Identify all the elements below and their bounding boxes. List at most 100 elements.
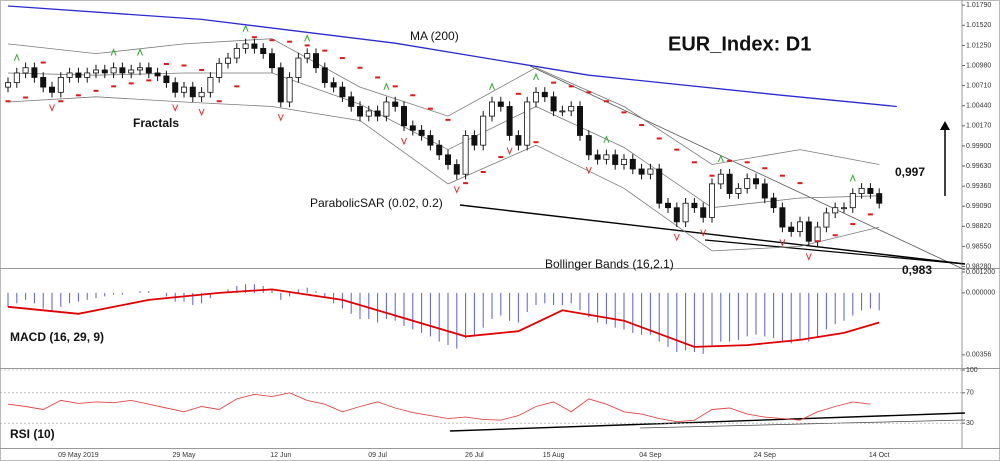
candle-body [40,77,47,88]
candle-body [568,106,575,112]
candle-body [154,72,161,77]
candle-body [612,154,619,165]
fractal-up [717,154,724,163]
candle-body [841,207,848,210]
y-tick-label: 0.98820 [966,223,991,230]
candle-body [726,173,733,194]
macd-signal [7,288,880,348]
candle-body [471,135,478,146]
candle-body [541,91,548,98]
y-tick-label: 1.01520 [966,22,991,29]
fractal-up [242,24,249,32]
fractal-up [533,72,539,81]
fractal-up [383,82,390,90]
candle-body [779,207,786,228]
candle-body [788,226,795,232]
fractal-down [673,233,680,242]
candle-body [145,67,152,74]
candle-body [427,135,434,146]
fractal-up [137,48,143,56]
x-tick-label: 09 Jul [368,452,387,459]
fractal-down [779,239,786,247]
candle-body [577,106,584,136]
candle-body [603,154,610,160]
y-tick-label: 1.00170 [966,123,991,130]
candle-body [585,135,592,156]
x-tick-label: 04 Sep [639,452,661,459]
y-tick-label: 1.00980 [966,62,991,69]
x-tick-label: 29 May [173,452,196,459]
y-tick-label: 100 [966,367,978,374]
x-tick-label: 15 Aug [543,452,565,459]
y-tick-label: 0.001200 [966,269,995,276]
candle-body [207,77,214,93]
candle-body [682,202,689,223]
candle-body [832,207,839,214]
candle-body [638,168,645,175]
candle-body [621,158,628,165]
fractal-up [489,82,495,90]
candle-body [277,67,284,103]
candle-body [392,101,399,107]
candle-body [506,106,513,136]
candle-body [312,53,319,69]
y-tick-label: 0.99900 [966,143,991,150]
y-tick-label: 0.00356 [966,352,991,359]
candle-body [216,62,223,78]
candle-body [128,69,135,74]
candle-body [709,183,716,218]
candle-body [163,75,170,84]
candle-body [286,77,293,103]
fractal-up [849,174,856,182]
fractal-up [304,34,311,42]
candle-body [823,212,830,228]
candle-body [49,86,56,93]
candle-body [858,187,865,194]
candle-body [233,47,240,59]
macd-title: MACD (16, 29, 9) [10,330,104,344]
candle-body [805,221,812,242]
fractal-down [49,104,55,112]
candle-body [453,164,460,175]
level-label: 0,983 [902,263,932,277]
resistance-line [529,65,966,271]
candle-body [251,43,258,49]
candle-body [480,115,487,146]
candle-body [533,91,540,103]
candle-body [268,53,275,69]
candle-body [242,43,249,49]
y-tick-label: 0.99090 [966,203,991,210]
candle-body [365,110,372,117]
candle-body [172,82,179,93]
candle-body [189,86,196,98]
y-tick-label: 1.01790 [966,2,991,9]
y-tick-label: 0.98280 [966,263,991,270]
candle-body [75,72,82,78]
candle-body [260,47,267,55]
candle-body [761,183,768,199]
candle-body [462,135,469,175]
candle-body [700,207,707,218]
candle-body [594,154,601,160]
candle-body [691,202,698,209]
candle-body [524,101,531,146]
candle-body [339,86,346,98]
candle-body [753,178,760,185]
ma-label: MA (200) [410,29,459,43]
candle-body [488,101,495,117]
bollinger-label: Bollinger Bands (16,2.1) [545,257,674,271]
candle-body [383,101,390,117]
candle-body [744,178,751,189]
candle-body [198,91,205,98]
x-tick-label: 26 Jul [465,452,484,459]
candle-body [84,72,91,78]
candle-body [5,82,11,88]
arrow-head [940,121,950,130]
candle-body [436,144,443,156]
candle-body [110,67,117,74]
candle-body [400,106,407,127]
fractal-down [401,137,407,146]
rsi-trend-line [449,412,966,432]
ma-200 [7,5,897,108]
